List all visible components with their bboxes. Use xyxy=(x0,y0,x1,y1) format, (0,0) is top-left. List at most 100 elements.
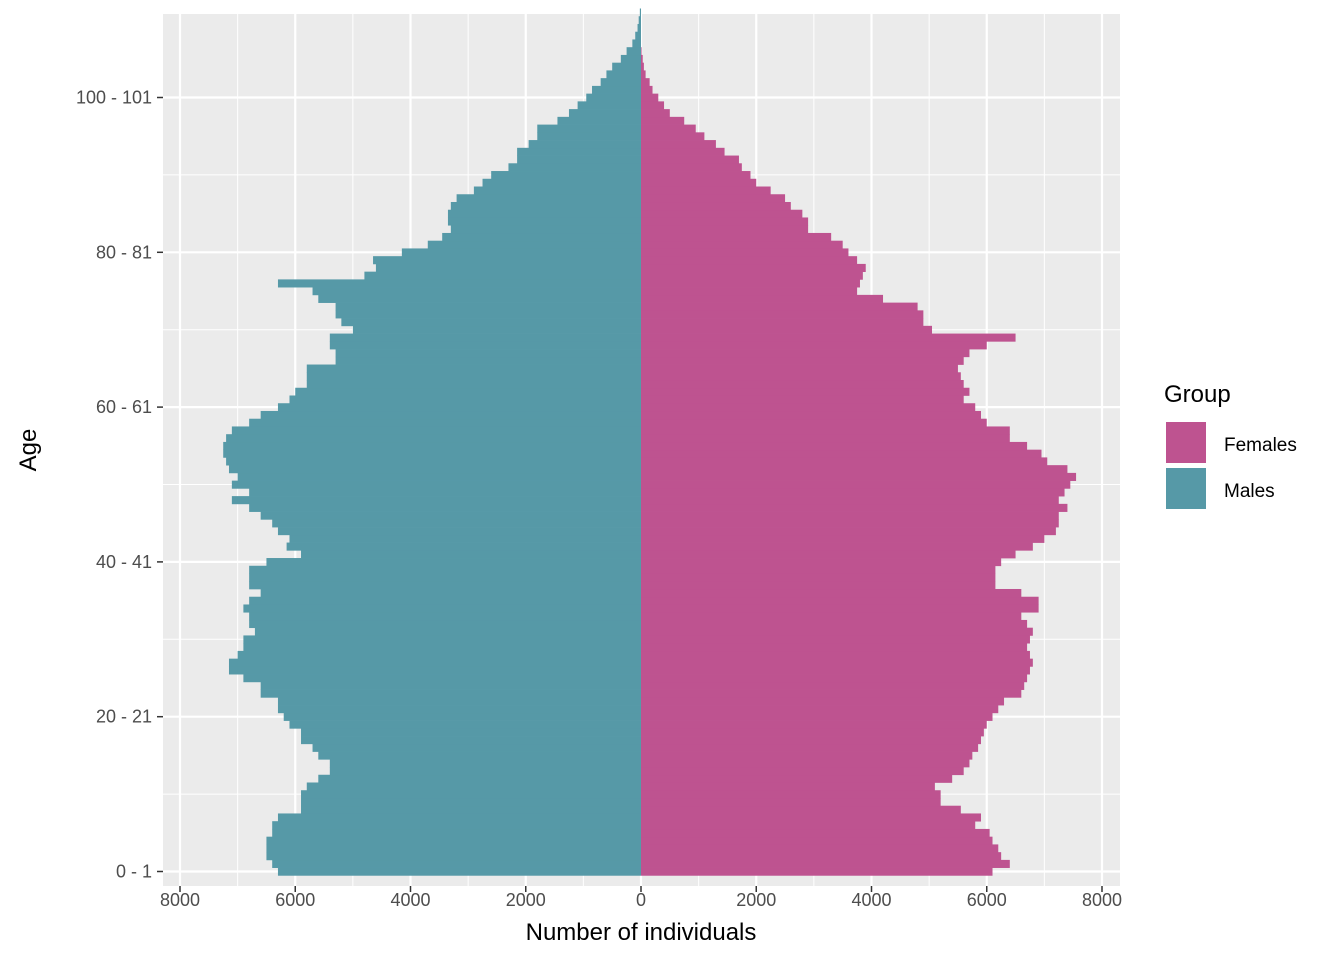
bar-females xyxy=(641,480,1071,489)
bar-females xyxy=(641,511,1059,520)
bar-males xyxy=(638,16,641,25)
bar-females xyxy=(641,836,993,845)
bar-females xyxy=(641,859,1010,868)
bar-males xyxy=(537,124,641,133)
x-tick-label: 2000 xyxy=(506,890,546,910)
bar-females xyxy=(641,217,809,226)
x-tick-label: 8000 xyxy=(1082,890,1122,910)
bar-females xyxy=(641,325,933,334)
bar-males xyxy=(517,155,641,164)
bar-males xyxy=(301,797,641,807)
bar-females xyxy=(641,457,1048,466)
bar-females xyxy=(641,302,918,311)
bar-males xyxy=(312,743,641,752)
y-tick-label: 20 - 21 xyxy=(96,707,152,727)
bar-males xyxy=(442,232,641,242)
bar-females xyxy=(641,534,1045,543)
bar-males xyxy=(318,294,641,303)
bar-males xyxy=(243,643,641,652)
bar-females xyxy=(641,596,1039,605)
bar-females xyxy=(641,828,990,838)
bar-males xyxy=(626,47,641,56)
x-axis-title: Number of individuals xyxy=(526,919,757,946)
bar-males xyxy=(249,565,641,574)
bar-females xyxy=(641,759,970,768)
bar-females xyxy=(641,279,860,288)
bar-males xyxy=(286,542,641,551)
bar-females xyxy=(641,294,884,303)
bar-males xyxy=(266,852,641,861)
bar-females xyxy=(641,434,1010,443)
bar-females xyxy=(641,186,771,195)
bar-females xyxy=(641,395,964,404)
bar-females xyxy=(641,271,863,280)
bar-females xyxy=(641,140,716,149)
bar-males xyxy=(373,256,641,265)
bar-males xyxy=(260,681,641,690)
bar-females xyxy=(641,178,757,187)
bar-males xyxy=(260,689,641,698)
bar-females xyxy=(641,797,941,807)
bar-males xyxy=(329,341,641,350)
bar-males xyxy=(249,503,641,512)
bar-females xyxy=(641,705,999,714)
bar-females xyxy=(641,256,858,265)
bar-males xyxy=(586,93,641,102)
bar-males xyxy=(277,279,641,288)
bar-females xyxy=(641,697,1005,706)
bar-males xyxy=(243,635,641,644)
bar-males xyxy=(266,558,641,567)
y-tick-label: 0 - 1 xyxy=(116,862,152,882)
x-tick-label: 0 xyxy=(636,890,646,910)
bar-females xyxy=(641,689,1022,698)
bar-females xyxy=(641,658,1033,667)
bar-males xyxy=(352,325,641,334)
bar-females xyxy=(641,619,1028,629)
y-tick-label: 80 - 81 xyxy=(96,242,152,262)
bar-females xyxy=(641,209,803,218)
bar-males xyxy=(473,186,641,195)
y-tick-label: 40 - 41 xyxy=(96,552,152,572)
bar-males xyxy=(329,767,641,776)
bar-males xyxy=(427,240,641,249)
bar-males xyxy=(301,790,641,799)
bar-females xyxy=(641,550,1016,559)
bar-females xyxy=(641,844,999,853)
bar-males xyxy=(249,581,641,590)
bar-males xyxy=(260,410,641,420)
bar-males xyxy=(226,457,641,466)
bar-males xyxy=(537,132,641,141)
bar-females xyxy=(641,85,653,94)
bar-females xyxy=(641,712,993,721)
bar-males xyxy=(341,318,641,327)
bar-females xyxy=(641,782,935,791)
bar-females xyxy=(641,565,996,574)
bar-males xyxy=(231,480,642,489)
bar-females xyxy=(641,774,953,783)
bar-males xyxy=(277,867,641,876)
bar-males xyxy=(306,380,641,389)
x-axis: 8000 6000 4000 2000 0 2000 4000 6000 8000 xyxy=(160,886,1122,910)
bar-males xyxy=(237,472,641,481)
bar-males xyxy=(329,333,641,342)
bar-females xyxy=(641,612,1022,621)
bar-females xyxy=(641,155,739,164)
bar-females xyxy=(641,650,1030,659)
y-tick-label: 100 - 101 xyxy=(76,88,152,108)
bar-males xyxy=(237,650,641,659)
bar-females xyxy=(641,225,809,234)
bar-females xyxy=(641,449,1042,458)
bar-males xyxy=(277,813,641,822)
bar-females xyxy=(641,171,751,180)
bar-males xyxy=(375,263,641,272)
bar-females xyxy=(641,310,924,319)
bar-males xyxy=(329,759,641,768)
x-tick-label: 8000 xyxy=(160,890,200,910)
bar-females xyxy=(641,194,786,203)
bar-males xyxy=(577,101,641,110)
bar-females xyxy=(641,364,958,373)
x-tick-label: 4000 xyxy=(390,890,430,910)
bar-females xyxy=(641,418,987,427)
bar-males xyxy=(635,31,641,40)
bar-females xyxy=(641,132,705,141)
